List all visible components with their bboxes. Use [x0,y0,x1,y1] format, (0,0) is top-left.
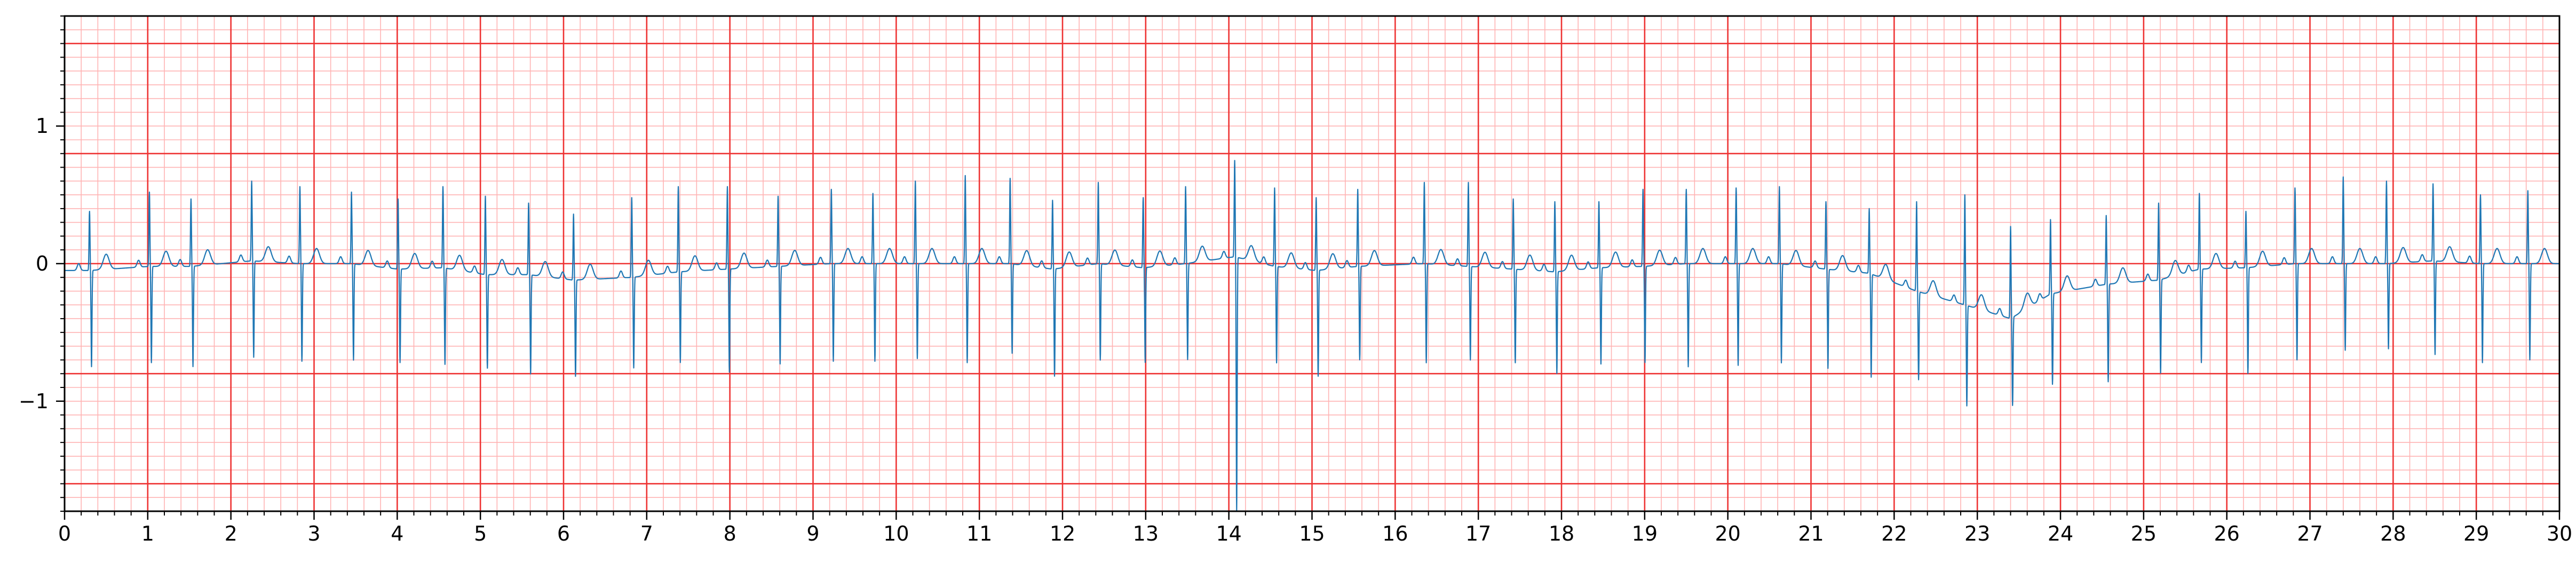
x-tick-label: 0 [58,522,71,545]
x-tick-label: 6 [557,522,570,545]
y-tick-label: −1 [19,390,49,413]
x-tick-label: 25 [2131,522,2157,545]
x-tick-label: 27 [2297,522,2323,545]
x-tick-label: 26 [2214,522,2239,545]
x-tick-label: 5 [474,522,487,545]
x-tick-label: 4 [391,522,403,545]
x-tick-label: 16 [1382,522,1408,545]
ecg-trace-layer [64,160,2560,512]
x-tick-label: 11 [966,522,992,545]
x-tick-label: 12 [1050,522,1075,545]
x-tick-label: 19 [1632,522,1658,545]
x-tick-label: 22 [1881,522,1907,545]
x-tick-label: 9 [806,522,819,545]
x-tick-label: 13 [1133,522,1159,545]
x-tick-label: 17 [1465,522,1491,545]
x-tick-label: 3 [307,522,320,545]
x-tick-label: 18 [1549,522,1574,545]
x-tick-label: 10 [883,522,909,545]
y-tick-label: 0 [36,252,49,275]
x-tick-label: 7 [640,522,653,545]
ecg-trace-line [64,160,2560,512]
x-tick-label: 14 [1216,522,1241,545]
x-tick-label: 1 [141,522,154,545]
x-axis: 0 1 2 3 4 5 6 7 8 9 10 11 12 13 14 15 16 17 18 19 20 21 22 23 24… [58,511,2572,545]
x-tick-label: 15 [1299,522,1325,545]
x-tick-label: 29 [2463,522,2489,545]
x-tick-label: 24 [2048,522,2073,545]
y-tick-label: 1 [36,114,49,138]
y-axis: 1 0 −1 [19,15,65,512]
x-tick-label: 8 [724,522,736,545]
x-tick-label: 20 [1715,522,1740,545]
x-tick-label: 30 [2547,522,2572,545]
x-tick-label: 28 [2380,522,2406,545]
x-tick-label: 23 [1964,522,1990,545]
x-tick-label: 21 [1798,522,1824,545]
x-tick-label: 2 [225,522,237,545]
